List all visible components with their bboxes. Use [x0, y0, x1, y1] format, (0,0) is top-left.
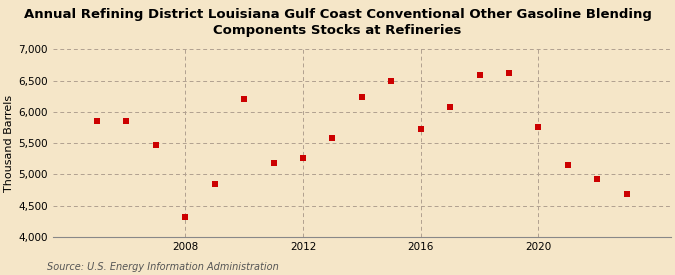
- Text: Annual Refining District Louisiana Gulf Coast Conventional Other Gasoline Blendi: Annual Refining District Louisiana Gulf …: [24, 8, 651, 37]
- Point: [151, 143, 161, 147]
- Point: [562, 163, 573, 167]
- Point: [621, 192, 632, 196]
- Point: [209, 182, 220, 186]
- Point: [592, 177, 603, 181]
- Point: [121, 119, 132, 123]
- Point: [386, 79, 397, 83]
- Point: [92, 119, 103, 123]
- Point: [504, 71, 514, 75]
- Point: [445, 105, 456, 109]
- Point: [533, 125, 544, 130]
- Point: [239, 97, 250, 101]
- Point: [298, 156, 308, 160]
- Point: [180, 215, 190, 219]
- Point: [415, 126, 426, 131]
- Point: [268, 161, 279, 165]
- Point: [356, 95, 367, 100]
- Point: [327, 136, 338, 140]
- Text: Source: U.S. Energy Information Administration: Source: U.S. Energy Information Administ…: [47, 262, 279, 272]
- Y-axis label: Thousand Barrels: Thousand Barrels: [4, 95, 14, 192]
- Point: [474, 73, 485, 77]
